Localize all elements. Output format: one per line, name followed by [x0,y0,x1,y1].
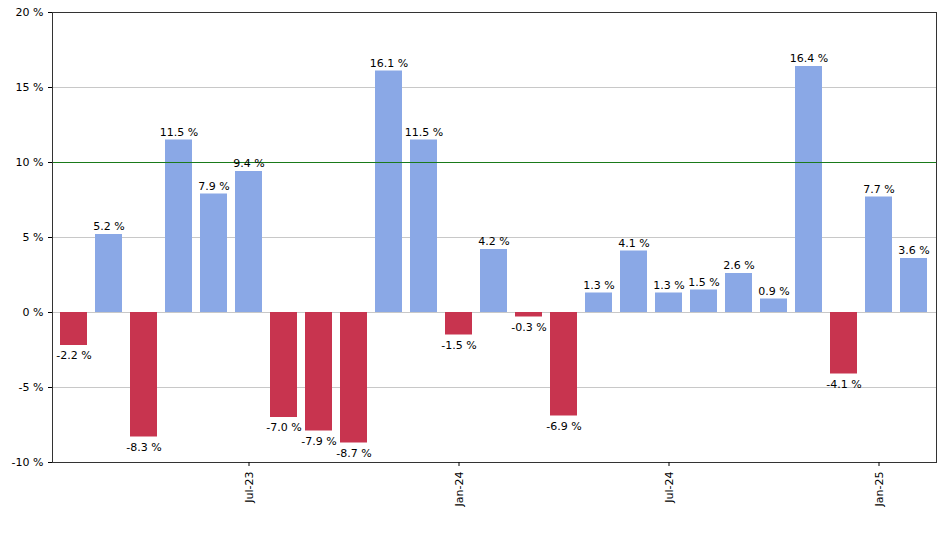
svg-text:20 %: 20 % [16,6,44,19]
svg-text:7.7 %: 7.7 % [863,183,894,196]
svg-text:-0.3 %: -0.3 % [511,321,546,334]
svg-text:11.5 %: 11.5 % [405,126,443,139]
svg-text:-10 %: -10 % [12,456,44,469]
svg-text:-2.2 %: -2.2 % [56,349,91,362]
svg-text:0.9 %: 0.9 % [758,285,789,298]
svg-text:16.4 %: 16.4 % [790,52,828,65]
svg-text:-8.3 %: -8.3 % [126,441,161,454]
svg-text:Jan-25: Jan-25 [873,472,886,508]
svg-text:7.9 %: 7.9 % [198,180,229,193]
svg-text:15 %: 15 % [16,81,44,94]
svg-text:-7.0 %: -7.0 % [266,421,301,434]
svg-text:5 %: 5 % [23,231,44,244]
svg-text:3.6 %: 3.6 % [898,244,929,257]
svg-text:16.1 %: 16.1 % [370,57,408,70]
svg-text:0 %: 0 % [23,306,44,319]
svg-text:Jul-23: Jul-23 [243,472,256,504]
svg-text:-5 %: -5 % [19,381,44,394]
svg-text:4.1 %: 4.1 % [618,237,649,250]
svg-text:10 %: 10 % [16,156,44,169]
svg-text:-1.5 %: -1.5 % [441,339,476,352]
svg-text:1.3 %: 1.3 % [583,279,614,292]
svg-text:11.5 %: 11.5 % [160,126,198,139]
svg-text:4.2 %: 4.2 % [478,235,509,248]
svg-text:-4.1 %: -4.1 % [826,378,861,391]
svg-text:1.3 %: 1.3 % [653,279,684,292]
svg-text:-7.9 %: -7.9 % [301,435,336,448]
svg-text:9.4 %: 9.4 % [233,157,264,170]
svg-text:-8.7 %: -8.7 % [336,447,371,460]
svg-text:-6.9 %: -6.9 % [546,420,581,433]
svg-text:1.5 %: 1.5 % [688,276,719,289]
svg-text:2.6 %: 2.6 % [723,259,754,272]
svg-text:Jul-24: Jul-24 [663,472,676,504]
svg-text:Jan-24: Jan-24 [453,472,466,508]
svg-text:5.2 %: 5.2 % [93,220,124,233]
